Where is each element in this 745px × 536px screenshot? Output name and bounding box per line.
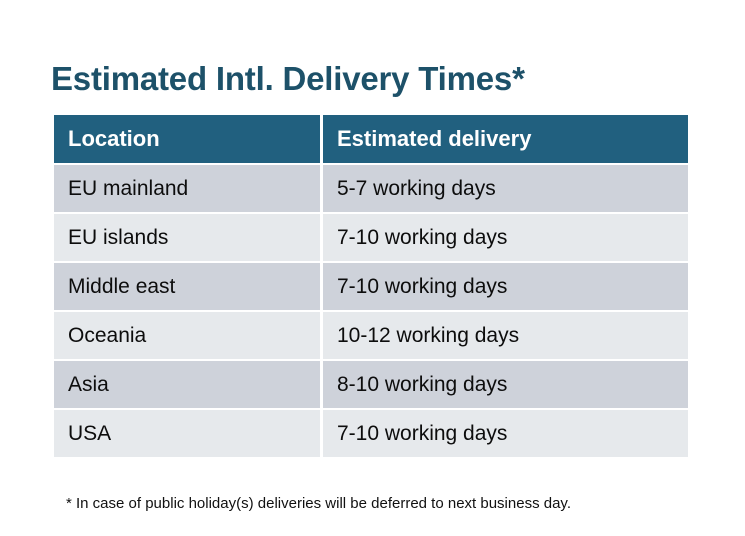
table-row: Asia 8-10 working days — [54, 361, 688, 408]
cell-location: Middle east — [54, 263, 320, 310]
cell-estimated-delivery: 5-7 working days — [323, 165, 688, 212]
column-header-location: Location — [54, 115, 320, 163]
cell-estimated-delivery: 7-10 working days — [323, 263, 688, 310]
table-header: Location Estimated delivery — [54, 115, 688, 163]
cell-estimated-delivery: 7-10 working days — [323, 214, 688, 261]
cell-estimated-delivery: 8-10 working days — [323, 361, 688, 408]
delivery-times-table: Location Estimated delivery EU mainland … — [51, 113, 691, 459]
table-row: EU mainland 5-7 working days — [54, 165, 688, 212]
cell-location: EU mainland — [54, 165, 320, 212]
table-row: EU islands 7-10 working days — [54, 214, 688, 261]
page-title: Estimated Intl. Delivery Times* — [51, 60, 525, 98]
column-header-estimated-delivery: Estimated delivery — [323, 115, 688, 163]
cell-estimated-delivery: 10-12 working days — [323, 312, 688, 359]
table-row: Oceania 10-12 working days — [54, 312, 688, 359]
cell-location: USA — [54, 410, 320, 457]
table-row: Middle east 7-10 working days — [54, 263, 688, 310]
table-body: EU mainland 5-7 working days EU islands … — [54, 165, 688, 457]
table-row: USA 7-10 working days — [54, 410, 688, 457]
cell-estimated-delivery: 7-10 working days — [323, 410, 688, 457]
cell-location: EU islands — [54, 214, 320, 261]
footnote-text: * In case of public holiday(s) deliverie… — [66, 495, 571, 512]
cell-location: Asia — [54, 361, 320, 408]
table-header-row: Location Estimated delivery — [54, 115, 688, 163]
cell-location: Oceania — [54, 312, 320, 359]
